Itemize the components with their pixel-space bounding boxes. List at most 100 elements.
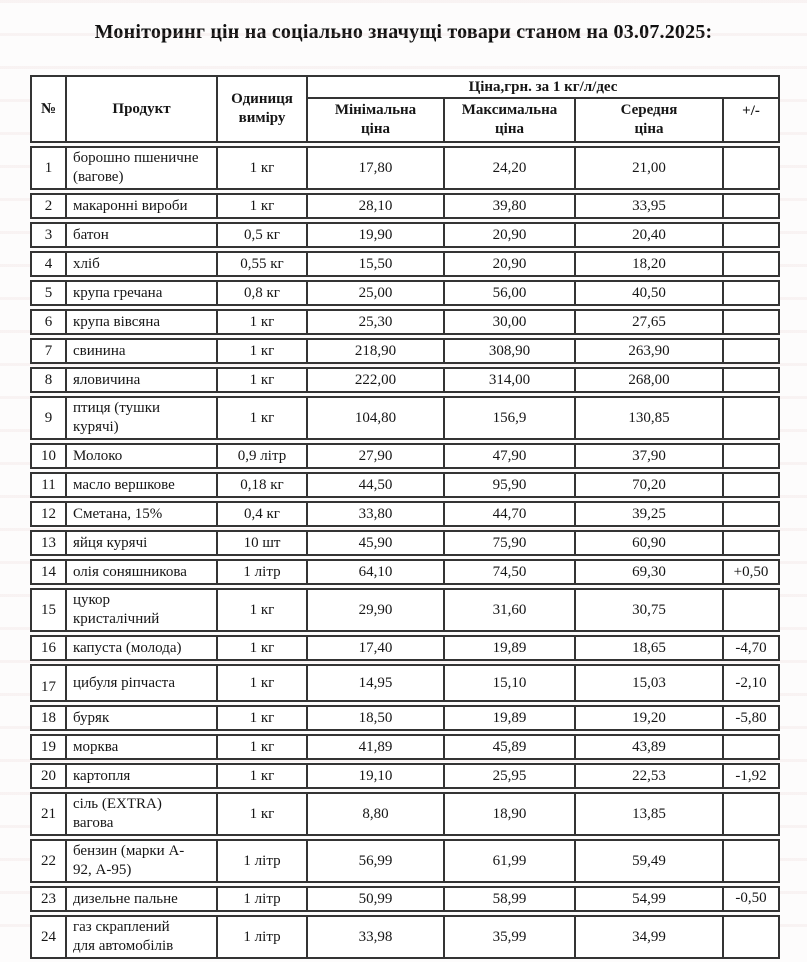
max-price: 61,99 [445, 841, 576, 881]
row-number: 18 [32, 707, 67, 729]
price-delta [724, 590, 778, 630]
min-price: 33,98 [308, 917, 445, 957]
price-delta [724, 503, 778, 525]
table-row: 12 Сметана, 15% 0,4 кг 33,80 44,70 39,25 [30, 501, 780, 527]
table-row: 18 буряк 1 кг 18,50 19,89 19,20 -5,80 [30, 705, 780, 731]
unit-of-measure: 1 кг [218, 666, 308, 700]
col-header-number: № [32, 77, 67, 141]
max-price: 308,90 [445, 340, 576, 362]
product-name: яйця курячі [67, 532, 218, 554]
avg-price: 70,20 [576, 474, 724, 496]
row-number: 3 [32, 224, 67, 246]
avg-price: 43,89 [576, 736, 724, 758]
table-row: 16 капуста (молода) 1 кг 17,40 19,89 18,… [30, 635, 780, 661]
price-delta: -5,80 [735, 709, 767, 726]
unit-of-measure: 0,4 кг [218, 503, 308, 525]
table-row: 21 сіль (EXTRA) вагова 1 кг 8,80 18,90 1… [30, 792, 780, 836]
table-row: 4 хліб 0,55 кг 15,50 20,90 18,20 [30, 251, 780, 277]
max-price: 74,50 [445, 561, 576, 583]
table-row: 2 макаронні вироби 1 кг 28,10 39,80 33,9… [30, 193, 780, 219]
unit-of-measure: 0,55 кг [218, 253, 308, 275]
max-price: 39,80 [445, 195, 576, 217]
table-row: 19 морква 1 кг 41,89 45,89 43,89 [30, 734, 780, 760]
price-delta [724, 794, 778, 834]
min-price: 19,90 [308, 224, 445, 246]
max-price: 58,99 [445, 888, 576, 910]
product-name: масло вершкове [67, 474, 218, 496]
col-header-avg-price: Середня ціна [576, 99, 724, 141]
row-number: 21 [32, 794, 67, 834]
unit-of-measure: 1 кг [218, 311, 308, 333]
product-name: олія соняшникова [67, 561, 218, 583]
price-delta: -2,10 [735, 674, 767, 691]
row-number: 9 [32, 398, 67, 438]
avg-price: 268,00 [576, 369, 724, 391]
min-price: 17,40 [308, 637, 445, 659]
price-delta [724, 917, 778, 957]
unit-of-measure: 1 кг [218, 340, 308, 362]
row-number: 4 [32, 253, 67, 275]
min-price: 33,80 [308, 503, 445, 525]
min-price: 15,50 [308, 253, 445, 275]
row-number: 13 [32, 532, 67, 554]
max-price: 25,95 [445, 765, 576, 787]
avg-price: 37,90 [576, 445, 724, 467]
unit-of-measure: 10 шт [218, 532, 308, 554]
min-price: 64,10 [308, 561, 445, 583]
min-price: 27,90 [308, 445, 445, 467]
unit-of-measure: 1 кг [218, 148, 308, 188]
avg-price: 40,50 [576, 282, 724, 304]
product-name: картопля [67, 765, 218, 787]
table-row: 14 олія соняшникова 1 літр 64,10 74,50 6… [30, 559, 780, 585]
row-number: 22 [32, 841, 67, 881]
product-name: газ скраплений для автомобілів [67, 917, 218, 957]
product-name: птиця (тушки курячі) [67, 398, 218, 438]
table-row: 9 птиця (тушки курячі) 1 кг 104,80 156,9… [30, 396, 780, 440]
unit-of-measure: 1 кг [218, 590, 308, 630]
max-price: 19,89 [445, 707, 576, 729]
max-price: 18,90 [445, 794, 576, 834]
product-name: буряк [67, 707, 218, 729]
row-number: 7 [32, 340, 67, 362]
min-price: 29,90 [308, 590, 445, 630]
table-row: 23 дизельне пальне 1 літр 50,99 58,99 54… [30, 886, 780, 912]
min-price: 25,00 [308, 282, 445, 304]
unit-of-measure: 1 кг [218, 794, 308, 834]
max-price: 31,60 [445, 590, 576, 630]
avg-price: 33,95 [576, 195, 724, 217]
min-price: 25,30 [308, 311, 445, 333]
unit-of-measure: 1 літр [218, 561, 308, 583]
product-name: крупа вівсяна [67, 311, 218, 333]
table-row: 20 картопля 1 кг 19,10 25,95 22,53 -1,92 [30, 763, 780, 789]
product-name: батон [67, 224, 218, 246]
document-title: Моніторинг цін на соціально значущі това… [94, 21, 713, 43]
avg-price: 34,99 [576, 917, 724, 957]
table-row: 22 бензин (марки А- 92, А-95) 1 літр 56,… [30, 839, 780, 883]
row-number: 2 [32, 195, 67, 217]
unit-of-measure: 0,5 кг [218, 224, 308, 246]
product-name: морква [67, 736, 218, 758]
product-name: хліб [67, 253, 218, 275]
max-price: 20,90 [445, 224, 576, 246]
min-price: 28,10 [308, 195, 445, 217]
table-body: 1 борошно пшеничне (вагове) 1 кг 17,80 2… [30, 146, 780, 959]
table-header: № Продукт Одиниця виміру Ціна,грн. за 1 … [30, 75, 780, 143]
min-price: 14,95 [308, 666, 445, 700]
unit-of-measure: 1 кг [218, 637, 308, 659]
avg-price: 13,85 [576, 794, 724, 834]
unit-of-measure: 1 кг [218, 369, 308, 391]
max-price: 45,89 [445, 736, 576, 758]
price-delta: +0,50 [733, 563, 769, 580]
table-row: 8 яловичина 1 кг 222,00 314,00 268,00 [30, 367, 780, 393]
row-number: 23 [32, 888, 67, 910]
table-row: 24 газ скраплений для автомобілів 1 літр… [30, 915, 780, 959]
price-delta [724, 340, 778, 362]
price-delta [724, 736, 778, 758]
max-price: 35,99 [445, 917, 576, 957]
product-name: бензин (марки А- 92, А-95) [67, 841, 218, 881]
row-number: 16 [32, 637, 67, 659]
min-price: 50,99 [308, 888, 445, 910]
avg-price: 30,75 [576, 590, 724, 630]
unit-of-measure: 1 літр [218, 841, 308, 881]
avg-price: 263,90 [576, 340, 724, 362]
